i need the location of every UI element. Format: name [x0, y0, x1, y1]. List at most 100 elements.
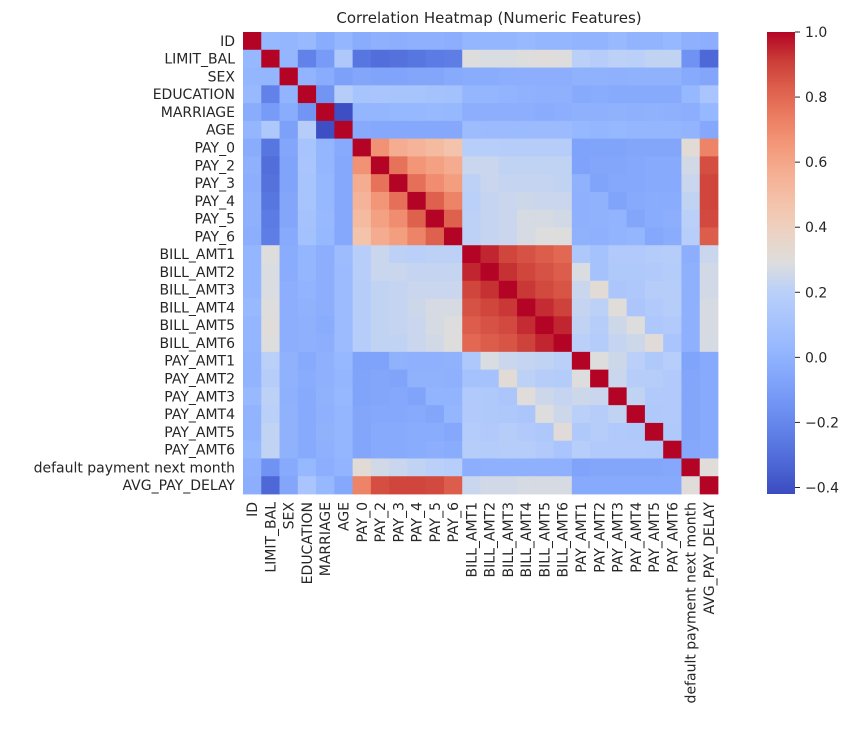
y-tick-label: PAY_AMT4	[164, 407, 235, 423]
heatmap-cell	[279, 227, 299, 246]
heatmap-cell	[261, 263, 280, 282]
heatmap-cell	[316, 351, 335, 371]
x-tick-label: LIMIT_BAL	[263, 502, 279, 573]
heatmap-cell	[626, 405, 646, 424]
heatmap-cell	[243, 263, 262, 282]
heatmap-cell	[297, 191, 317, 211]
x-tick-label: AVG_PAY_DELAY	[702, 502, 718, 615]
heatmap-cell	[626, 476, 646, 495]
heatmap-cell	[663, 174, 682, 193]
heatmap-cell	[699, 369, 719, 388]
y-tick-label: BILL_AMT4	[160, 300, 236, 316]
heatmap-cell	[316, 103, 335, 122]
heatmap-cell	[279, 67, 299, 86]
heatmap-cell	[663, 156, 682, 175]
heatmap-cell	[553, 138, 573, 157]
heatmap-cell	[681, 369, 701, 388]
x-tick-label: AGE	[336, 502, 352, 531]
heatmap-cell	[297, 405, 317, 424]
heatmap-cell	[407, 120, 427, 140]
heatmap-cell	[535, 103, 554, 122]
heatmap-cell	[370, 351, 390, 371]
heatmap-cell	[699, 120, 719, 140]
heatmap-cell	[571, 209, 591, 228]
heatmap-cell	[370, 245, 390, 264]
heatmap-cell	[243, 369, 262, 388]
heatmap-cell	[389, 85, 408, 104]
heatmap-cell	[608, 369, 628, 388]
heatmap-cell	[316, 120, 335, 140]
heatmap-cell	[297, 458, 317, 477]
heatmap-cell	[370, 405, 390, 424]
heatmap-cell	[480, 120, 500, 140]
heatmap-cell	[389, 351, 408, 371]
heatmap-cell	[608, 32, 628, 51]
heatmap-cell	[644, 209, 664, 228]
heatmap-cell	[261, 120, 280, 140]
heatmap-cell	[553, 49, 573, 68]
heatmap-cell	[297, 227, 317, 246]
heatmap-cell	[553, 156, 573, 175]
heatmap-cell	[681, 49, 701, 68]
heatmap-cell	[370, 334, 390, 353]
heatmap-cell	[535, 209, 554, 228]
heatmap-cell	[297, 174, 317, 193]
heatmap-cell	[443, 85, 463, 104]
heatmap-cell	[626, 49, 646, 68]
heatmap-cell	[407, 156, 427, 175]
heatmap-cell	[553, 174, 573, 193]
heatmap-cell	[681, 85, 701, 104]
heatmap-cell	[462, 387, 481, 406]
heatmap-cell	[279, 245, 299, 264]
heatmap-cell	[443, 32, 463, 51]
heatmap-cell	[261, 440, 280, 459]
heatmap-cell	[352, 369, 372, 388]
heatmap-cell	[699, 351, 719, 371]
x-tick-label: PAY_AMT3	[611, 502, 627, 573]
heatmap-cell	[608, 156, 628, 175]
heatmap-cell	[279, 49, 299, 68]
heatmap-cell	[663, 67, 682, 86]
heatmap-cell	[407, 387, 427, 406]
heatmap-cell	[699, 298, 719, 317]
heatmap-cell	[243, 120, 262, 140]
heatmap-cell	[462, 369, 481, 388]
heatmap-cell	[608, 67, 628, 86]
heatmap-cell	[608, 440, 628, 459]
heatmap-cell	[517, 422, 536, 442]
heatmap-cell	[663, 263, 682, 282]
heatmap-cell	[352, 174, 372, 193]
heatmap-cell	[498, 85, 518, 104]
colorbar-tick-label: −0.4	[805, 480, 839, 496]
heatmap-cell	[279, 387, 299, 406]
heatmap-cell	[553, 263, 573, 282]
y-tick-label: PAY_2	[195, 158, 236, 174]
heatmap-cell	[279, 174, 299, 193]
heatmap-cell	[517, 174, 536, 193]
heatmap-cell	[608, 351, 628, 371]
heatmap-cell	[443, 280, 463, 299]
heatmap-cell	[334, 369, 354, 388]
heatmap-cell	[334, 85, 354, 104]
heatmap-cell	[370, 280, 390, 299]
heatmap-cell	[553, 120, 573, 140]
heatmap-cell	[699, 138, 719, 157]
y-tick-label: BILL_AMT5	[160, 318, 235, 334]
heatmap-cell	[571, 369, 591, 388]
heatmap-cell	[699, 209, 719, 228]
heatmap-cell	[517, 280, 536, 299]
heatmap-cell	[517, 85, 536, 104]
heatmap-cell	[443, 263, 463, 282]
heatmap-cell	[425, 351, 445, 371]
heatmap-cell	[279, 458, 299, 477]
heatmap-cell	[644, 280, 664, 299]
heatmap-cell	[626, 351, 646, 371]
heatmap-cell	[279, 138, 299, 157]
heatmap-cell	[644, 369, 664, 388]
heatmap-cell	[553, 440, 573, 459]
heatmap-cell	[334, 156, 354, 175]
heatmap-cell	[352, 67, 372, 86]
heatmap-cell	[261, 49, 280, 68]
heatmap-cell	[517, 103, 536, 122]
